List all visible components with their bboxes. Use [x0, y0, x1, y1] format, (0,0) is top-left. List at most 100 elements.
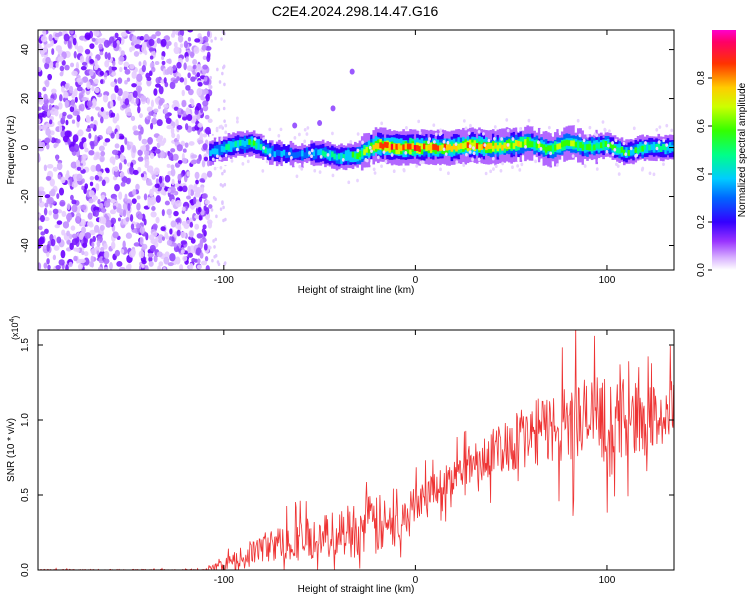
ridge-cell [250, 141, 254, 148]
halo-speck [349, 140, 353, 144]
noise-speck [114, 249, 121, 257]
noise-speck [195, 201, 202, 209]
noise-speck [101, 216, 107, 225]
noise-speck [153, 88, 158, 96]
halo-speck [613, 147, 617, 152]
noise-speck [131, 198, 137, 204]
noise-speck [136, 223, 141, 229]
noise-speck [84, 183, 89, 190]
noise-speck [92, 98, 97, 106]
noise-speck [219, 207, 223, 211]
ridge-cell [418, 146, 421, 152]
ridge-cell [411, 143, 415, 150]
noise-speck [206, 54, 211, 63]
noise-speck [56, 220, 63, 225]
ridge-cell [216, 148, 219, 155]
noise-speck [39, 214, 45, 223]
ridge-cell [413, 145, 417, 151]
noise-speck [213, 255, 216, 259]
noise-speck [170, 164, 175, 170]
ridge-cell [303, 152, 307, 159]
ridge-cell [597, 143, 601, 150]
ridge-cell [245, 139, 249, 145]
noise-speck [46, 110, 50, 117]
noise-speck [103, 250, 110, 259]
noise-speck [93, 30, 100, 37]
noise-speck [128, 94, 132, 102]
noise-speck [194, 38, 201, 43]
noise-speck [138, 250, 145, 259]
noise-speck [165, 43, 170, 50]
halo-speck [652, 172, 656, 177]
noise-speck [137, 156, 144, 162]
halo-speck [658, 125, 662, 129]
halo-speck [494, 164, 498, 169]
noise-speck [223, 182, 227, 187]
noise-speck [137, 149, 143, 156]
noise-speck [202, 133, 208, 138]
halo-speck [319, 155, 323, 159]
spectrogram-x-tick-label: 100 [599, 275, 616, 286]
noise-speck [150, 122, 154, 130]
noise-speck [211, 258, 214, 263]
noise-speck [192, 196, 197, 205]
noise-speck [72, 134, 79, 143]
halo-speck [493, 136, 496, 141]
noise-speck [69, 30, 74, 35]
ridge-cell [356, 153, 359, 160]
noise-speck [173, 210, 179, 217]
noise-speck [128, 30, 136, 33]
noise-speck [100, 106, 104, 112]
noise-speck [55, 62, 59, 68]
noise-speck [97, 199, 101, 205]
noise-speck [54, 108, 59, 117]
noise-speck [58, 187, 65, 196]
noise-speck [58, 102, 63, 110]
ridge-cell [441, 144, 444, 151]
noise-speck [167, 188, 171, 193]
ridge-cell [367, 147, 371, 154]
spectrogram-frame [37, 29, 675, 271]
ridge-cell [381, 143, 385, 150]
noise-speck [102, 94, 109, 103]
noise-speck [108, 65, 112, 74]
ridge-cell [374, 142, 378, 149]
noise-speck [125, 177, 131, 185]
noise-speck [189, 230, 194, 238]
ridge-cell [255, 142, 258, 149]
noise-speck [94, 58, 98, 66]
ridge-cell [491, 145, 495, 152]
ridge-cell [549, 145, 553, 152]
noise-speck [141, 259, 147, 265]
halo-speck [224, 130, 228, 135]
ridge-cell [611, 144, 615, 151]
noise-speck [203, 76, 208, 82]
halo-speck [376, 155, 380, 160]
ridge-cell [358, 151, 362, 157]
noise-speck [50, 39, 54, 47]
noise-speck [184, 142, 189, 148]
noise-speck [189, 51, 195, 59]
halo-speck [265, 159, 269, 164]
noise-speck [121, 104, 128, 109]
noise-speck [91, 37, 96, 42]
halo-speck [405, 126, 408, 130]
halo-speck [465, 152, 468, 157]
noise-speck [217, 107, 221, 112]
ridge-cell [282, 149, 286, 156]
halo-speck [361, 140, 364, 145]
noise-speck [202, 143, 208, 151]
noise-speck [216, 67, 219, 72]
halo-speck [213, 166, 217, 171]
noise-speck [170, 168, 176, 177]
ridge-cell [211, 148, 215, 155]
noise-speck [204, 126, 211, 135]
noise-speck [53, 245, 60, 251]
noise-speck [89, 181, 94, 187]
ridge-cell [390, 143, 394, 150]
noise-speck [207, 221, 213, 229]
noise-speck [89, 43, 95, 49]
noise-speck [188, 141, 195, 146]
noise-speck [104, 60, 110, 68]
noise-speck [81, 250, 85, 256]
